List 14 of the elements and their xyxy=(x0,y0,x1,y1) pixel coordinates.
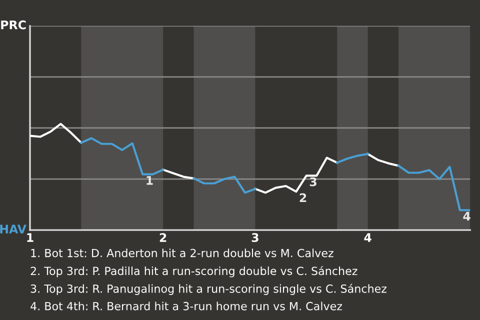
text: 1. Bot 1st: D. Anderton hit a 2-run double vs M. Calvez xyxy=(31,248,334,258)
annotation: 4 xyxy=(463,212,470,220)
text: 3. Top 3rd: R. Panugalinog hit a run-scoring single vs C. Sánchez xyxy=(30,284,387,295)
annotation: 2 xyxy=(300,193,306,202)
text: PRC xyxy=(1,20,26,30)
x-tick-label: 2 xyxy=(160,233,166,242)
text: HAV xyxy=(0,224,26,234)
x-tick-label: 4 xyxy=(364,233,372,242)
annotation: 3 xyxy=(310,177,316,186)
x-tick-label: 1 xyxy=(27,233,34,242)
annotation: 1 xyxy=(146,176,153,185)
text: 2. Top 3rd: P. Padilla hit a run-scoring double vs C. Sánchez xyxy=(30,266,358,278)
x-tick-label: 3 xyxy=(252,233,258,242)
text: 4. Bot 4th: R. Bernard hit a 3-run home run vs M. Calvez xyxy=(30,302,342,310)
